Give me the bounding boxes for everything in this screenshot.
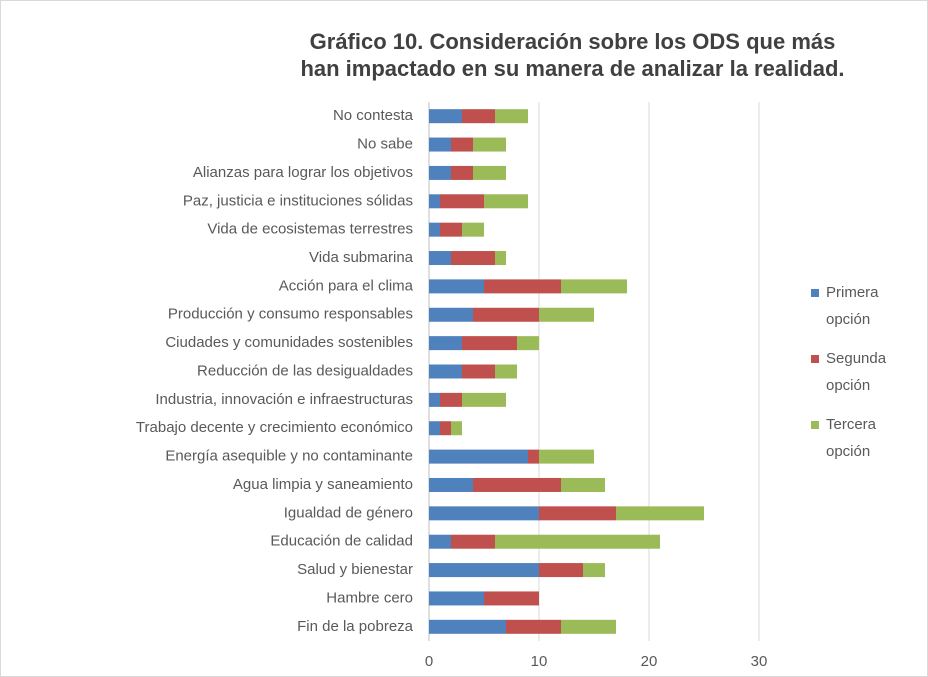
legend: Primera opción Segunda opción Tercera opci… [808, 279, 908, 477]
bar-segment [429, 251, 451, 266]
bar-segment [440, 392, 462, 407]
bar-segment [429, 449, 528, 464]
bar-segment [429, 279, 484, 294]
y-tick-label: Fin de la pobreza [297, 618, 414, 635]
bar-segment [440, 421, 451, 436]
bar-segment [583, 563, 605, 578]
legend-label: Segunda opción [826, 350, 887, 394]
bar-segment [462, 109, 495, 124]
bar-segment [539, 307, 594, 322]
bar-segment [462, 336, 517, 351]
x-tick-label: 30 [751, 653, 768, 670]
legend-label: Primera opción [826, 284, 879, 328]
bar-segment [495, 109, 528, 124]
bar-segment [528, 449, 539, 464]
bar-segment [473, 137, 506, 152]
y-tick-label: Salud y bienestar [297, 561, 413, 578]
bar-segment [429, 563, 539, 578]
bar-segment [451, 165, 473, 180]
legend-item: Segunda opción [808, 345, 908, 399]
y-tick-label: Producción y consumo responsables [168, 306, 413, 323]
x-tick-label: 20 [641, 653, 658, 670]
bar-segment [440, 222, 462, 237]
y-tick-label: Energía asequible y no contaminante [165, 448, 413, 465]
bar-segment [484, 591, 539, 606]
bar-segment [429, 506, 539, 521]
legend-item: Tercera opción [808, 411, 908, 465]
bar-segment [484, 279, 561, 294]
bar-segment [561, 619, 616, 634]
bar-segment [429, 477, 473, 492]
bar-segment [440, 194, 484, 209]
y-tick-label: Paz, justicia e instituciones sólidas [183, 192, 413, 209]
bar-segment [451, 534, 495, 549]
bar-segment [561, 279, 627, 294]
y-tick-label: Trabajo decente y crecimiento económico [136, 419, 413, 436]
bar-segment [429, 194, 440, 209]
y-tick-label: No sabe [357, 136, 413, 153]
y-tick-label: Ciudades y comunidades sostenibles [165, 334, 413, 351]
bar-segment [429, 137, 451, 152]
bar-segment [473, 307, 539, 322]
bar-segment [451, 421, 462, 436]
bar-segment [429, 534, 451, 549]
y-tick-label: Industria, innovación e infraestructuras [155, 391, 413, 408]
bar-segment [429, 307, 473, 322]
bar-segment [539, 563, 583, 578]
bar-segment [561, 477, 605, 492]
bar-segment [495, 534, 660, 549]
x-tick-label: 10 [531, 653, 548, 670]
y-tick-label: Hambre cero [326, 589, 413, 606]
y-tick-label: Vida submarina [309, 249, 414, 266]
y-tick-label: No contesta [333, 107, 414, 124]
bar-segment [495, 251, 506, 266]
bar-segment [451, 251, 495, 266]
bar-segment [517, 336, 539, 351]
legend-item: Primera opción [808, 279, 908, 333]
bar-segment [495, 364, 517, 379]
y-tick-label: Alianzas para lograr los objetivos [193, 164, 413, 181]
legend-swatch [811, 421, 819, 429]
bar-segment [473, 477, 561, 492]
bar-segment [429, 165, 451, 180]
bar-segment [429, 109, 462, 124]
bar-segment [429, 619, 506, 634]
bar-segment [616, 506, 704, 521]
x-tick-label: 0 [425, 653, 433, 670]
bar-segment [462, 222, 484, 237]
legend-swatch [811, 355, 819, 363]
bar-segment [473, 165, 506, 180]
bar-segment [539, 449, 594, 464]
legend-label: Tercera opción [826, 416, 877, 460]
bar-segment [429, 222, 440, 237]
bar-segment [539, 506, 616, 521]
y-tick-label: Educación de calidad [270, 533, 413, 550]
bar-segment [429, 336, 462, 351]
y-tick-label: Reducción de las desigualdades [197, 362, 413, 379]
bar-segment [429, 392, 440, 407]
y-tick-label: Agua limpia y saneamiento [233, 476, 413, 493]
bar-segment [429, 421, 440, 436]
bar-segment [462, 392, 506, 407]
bar-segment [429, 364, 462, 379]
y-tick-label: Igualdad de género [284, 504, 413, 521]
bar-segment [506, 619, 561, 634]
y-tick-label: Vida de ecosistemas terrestres [207, 221, 413, 238]
bar-segment [462, 364, 495, 379]
bar-segment [484, 194, 528, 209]
bar-segment [451, 137, 473, 152]
chart-title: Gráfico 10. Consideración sobre los ODS … [300, 29, 845, 81]
legend-swatch [811, 289, 819, 297]
bar-segment [429, 591, 484, 606]
y-tick-label: Acción para el clima [279, 277, 414, 294]
